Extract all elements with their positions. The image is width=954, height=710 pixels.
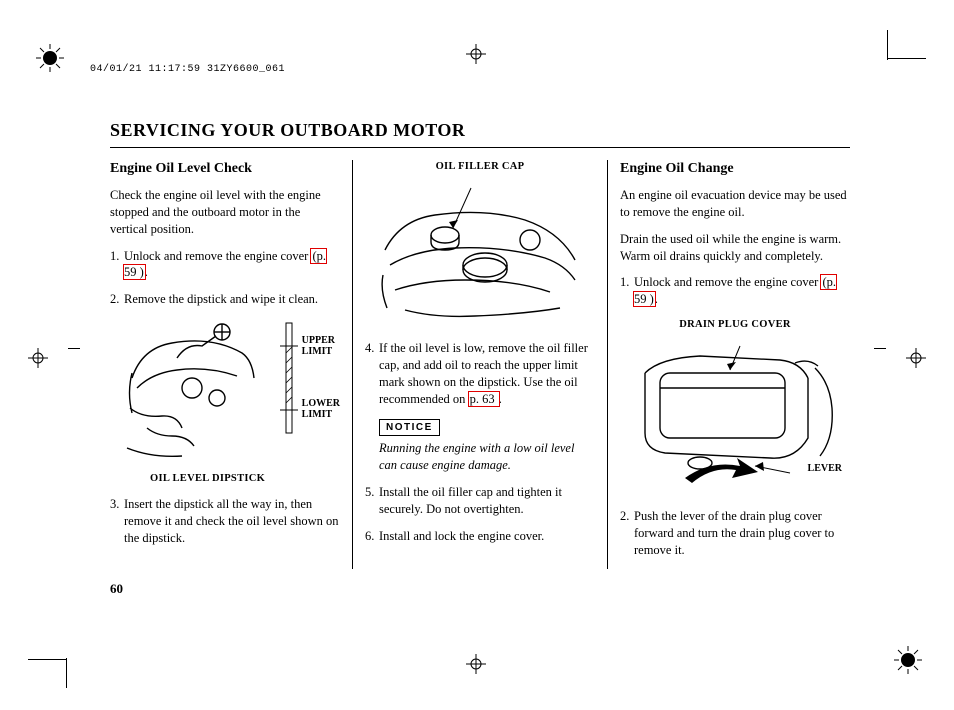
drain-cover-diagram-icon: [630, 338, 840, 498]
notice-label: NOTICE: [379, 419, 440, 437]
column-2: OIL FILLER CAP: [352, 160, 607, 569]
col3-heading: Engine Oil Change: [620, 160, 850, 179]
col3-p2: Drain the used oil while the engine is w…: [620, 231, 850, 265]
col1-step-2: 2. Remove the dipstick and wipe it clean…: [110, 291, 340, 308]
filler-cap-figure: [365, 180, 595, 330]
page-title: SERVICING YOUR OUTBOARD MOTOR: [110, 120, 850, 148]
step-text: Install the oil filler cap and tighten i…: [379, 484, 595, 518]
step-text: Insert the dipstick all the way in, then…: [124, 496, 340, 547]
step-number: 1.: [620, 274, 634, 308]
column-3: Engine Oil Change An engine oil evacuati…: [607, 160, 850, 569]
crop-line: [66, 658, 67, 688]
step-text: Remove the dipstick and wipe it clean.: [124, 291, 340, 308]
crop-line: [28, 659, 66, 660]
col3-p1: An engine oil evacuation device may be u…: [620, 187, 850, 221]
dipstick-diagram-icon: [122, 318, 262, 468]
step-number: 3.: [110, 496, 124, 547]
dipstick-gauge-icon: [280, 318, 298, 438]
step-text: Push the lever of the drain plug cover f…: [634, 508, 850, 559]
step-number: 1.: [110, 248, 124, 282]
lever-label: LEVER: [808, 464, 842, 475]
notice-text: Running the engine with a low oil level …: [379, 440, 595, 474]
registration-mark-icon: [906, 348, 926, 368]
page-number: 60: [110, 581, 123, 597]
crop-sun-icon: [36, 44, 64, 72]
col1-step-3: 3. Insert the dipstick all the way in, t…: [110, 496, 340, 547]
col1-step-1: 1. Unlock and remove the engine cover (p…: [110, 248, 340, 282]
registration-mark-icon: [28, 348, 48, 368]
col1-heading: Engine Oil Level Check: [110, 160, 340, 179]
col2-step-6: 6. Install and lock the engine cover.: [365, 528, 595, 545]
filler-cap-diagram-icon: [375, 180, 585, 330]
crop-tick: [874, 348, 886, 349]
col2-step-5: 5. Install the oil filler cap and tighte…: [365, 484, 595, 518]
col3-step-2: 2. Push the lever of the drain plug cove…: [620, 508, 850, 559]
dipstick-figure: UPPER LIMIT LOWER LIMIT OIL LEVEL DIPSTI…: [110, 318, 340, 486]
step-number: 2.: [110, 291, 124, 308]
col3-step-1: 1. Unlock and remove the engine cover (p…: [620, 274, 850, 308]
step-number: 5.: [365, 484, 379, 518]
dipstick-caption: OIL LEVEL DIPSTICK: [110, 472, 340, 486]
filler-cap-caption: OIL FILLER CAP: [365, 160, 595, 174]
step-text: Unlock and remove the engine cover (p. 5…: [124, 248, 340, 282]
page-ref-63[interactable]: p. 63: [469, 392, 499, 406]
drain-cover-caption: DRAIN PLUG COVER: [620, 318, 850, 332]
page-content: SERVICING YOUR OUTBOARD MOTOR Engine Oil…: [110, 120, 850, 569]
crop-tick: [68, 348, 80, 349]
print-header-meta: 04/01/21 11:17:59 31ZY6600_061: [90, 64, 285, 75]
step-text: Unlock and remove the engine cover (p. 5…: [634, 274, 850, 308]
registration-mark-icon: [466, 44, 486, 64]
col1-intro: Check the engine oil level with the engi…: [110, 187, 340, 238]
step-text: If the oil level is low, remove the oil …: [379, 340, 595, 408]
crop-sun-icon: [894, 646, 922, 674]
step-text: Install and lock the engine cover.: [379, 528, 595, 545]
lower-limit-label: LOWER LIMIT: [302, 399, 340, 420]
column-1: Engine Oil Level Check Check the engine …: [110, 160, 352, 569]
crop-line: [888, 58, 926, 59]
drain-cover-figure: LEVER: [620, 338, 850, 498]
step-number: 4.: [365, 340, 379, 408]
upper-limit-label: UPPER LIMIT: [302, 336, 340, 357]
col2-step-4: 4. If the oil level is low, remove the o…: [365, 340, 595, 408]
registration-mark-icon: [466, 654, 486, 674]
step-number: 2.: [620, 508, 634, 559]
step-number: 6.: [365, 528, 379, 545]
crop-line: [887, 30, 888, 60]
